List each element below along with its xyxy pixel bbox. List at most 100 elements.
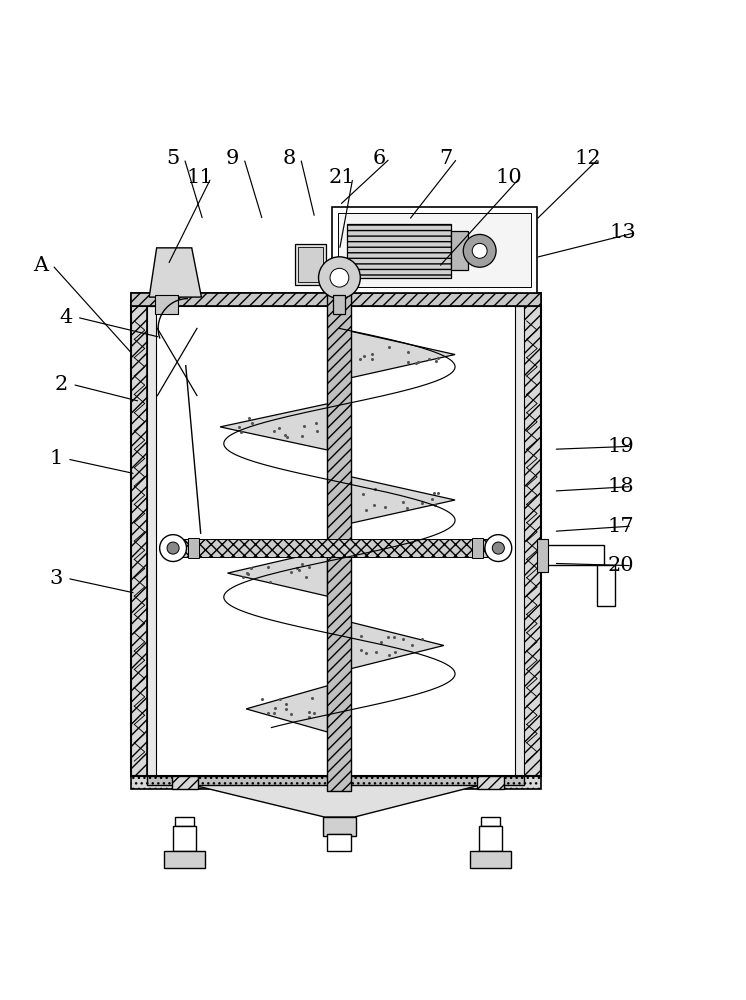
Circle shape: [167, 542, 179, 554]
Point: [306, 690, 318, 706]
Bar: [172, 776, 198, 789]
Bar: [479, 826, 502, 851]
Point: [413, 354, 424, 370]
Point: [273, 420, 285, 436]
Text: 7: 7: [439, 149, 453, 168]
Bar: [347, 224, 451, 278]
Circle shape: [492, 542, 504, 554]
Circle shape: [160, 535, 186, 562]
Point: [427, 485, 439, 501]
Point: [293, 562, 305, 578]
Point: [383, 647, 395, 663]
Bar: [327, 284, 351, 791]
Point: [296, 556, 308, 572]
Text: 4: 4: [59, 308, 72, 327]
Bar: [333, 295, 345, 314]
Point: [369, 481, 380, 497]
Bar: [338, 213, 531, 287]
Bar: [188, 538, 199, 558]
Circle shape: [319, 257, 360, 299]
Point: [357, 486, 369, 502]
Text: 17: 17: [607, 517, 634, 536]
Point: [382, 629, 394, 645]
Point: [432, 485, 444, 501]
Point: [406, 637, 418, 653]
Bar: [164, 851, 205, 868]
Polygon shape: [147, 776, 524, 785]
Point: [416, 631, 428, 647]
Bar: [541, 545, 604, 565]
Point: [430, 353, 442, 369]
Point: [280, 429, 292, 445]
Point: [292, 560, 304, 576]
Text: 21: 21: [328, 168, 355, 187]
Point: [360, 502, 372, 518]
Point: [262, 559, 274, 575]
Polygon shape: [228, 550, 327, 596]
Point: [285, 564, 297, 580]
Text: 13: 13: [609, 223, 636, 242]
Bar: [524, 306, 541, 776]
Point: [304, 704, 316, 720]
Point: [274, 691, 286, 707]
Text: 19: 19: [607, 437, 634, 456]
Bar: [173, 826, 196, 851]
Point: [375, 634, 387, 650]
Point: [311, 423, 323, 439]
Text: 1: 1: [49, 449, 63, 468]
Point: [355, 628, 367, 644]
Text: 9: 9: [226, 149, 239, 168]
Point: [398, 494, 410, 510]
Point: [310, 415, 322, 431]
Point: [234, 424, 246, 440]
Polygon shape: [351, 331, 455, 378]
Point: [410, 355, 422, 371]
Point: [262, 705, 274, 721]
Bar: [472, 538, 483, 558]
Bar: [481, 817, 500, 826]
Point: [368, 497, 380, 513]
Bar: [332, 207, 537, 293]
Text: 2: 2: [54, 375, 68, 394]
Point: [264, 574, 276, 590]
Point: [280, 696, 292, 712]
Text: A: A: [34, 256, 48, 275]
Point: [242, 566, 254, 582]
Point: [389, 629, 401, 645]
Bar: [537, 539, 548, 572]
Point: [379, 499, 391, 515]
Point: [233, 419, 245, 435]
Point: [243, 410, 255, 426]
Bar: [477, 776, 504, 789]
Point: [370, 644, 382, 660]
Point: [366, 346, 377, 362]
Bar: [295, 244, 326, 285]
Bar: [515, 306, 524, 776]
Point: [304, 559, 316, 575]
Point: [402, 344, 414, 360]
Point: [246, 415, 258, 431]
Text: 8: 8: [283, 149, 296, 168]
Point: [366, 351, 377, 367]
Polygon shape: [156, 776, 515, 817]
Point: [357, 348, 369, 364]
Circle shape: [463, 234, 496, 267]
Polygon shape: [246, 686, 327, 732]
Bar: [451, 231, 468, 270]
Bar: [327, 834, 351, 851]
Point: [354, 351, 366, 367]
Point: [401, 354, 413, 370]
Polygon shape: [351, 622, 444, 669]
Bar: [597, 565, 615, 606]
Circle shape: [330, 268, 349, 287]
Bar: [131, 776, 541, 789]
Bar: [131, 293, 541, 306]
Bar: [173, 539, 498, 557]
Bar: [470, 851, 511, 868]
Point: [308, 705, 320, 721]
Text: 6: 6: [372, 149, 386, 168]
Point: [268, 423, 280, 439]
Bar: [298, 247, 323, 282]
Point: [303, 709, 315, 725]
Point: [423, 351, 435, 367]
